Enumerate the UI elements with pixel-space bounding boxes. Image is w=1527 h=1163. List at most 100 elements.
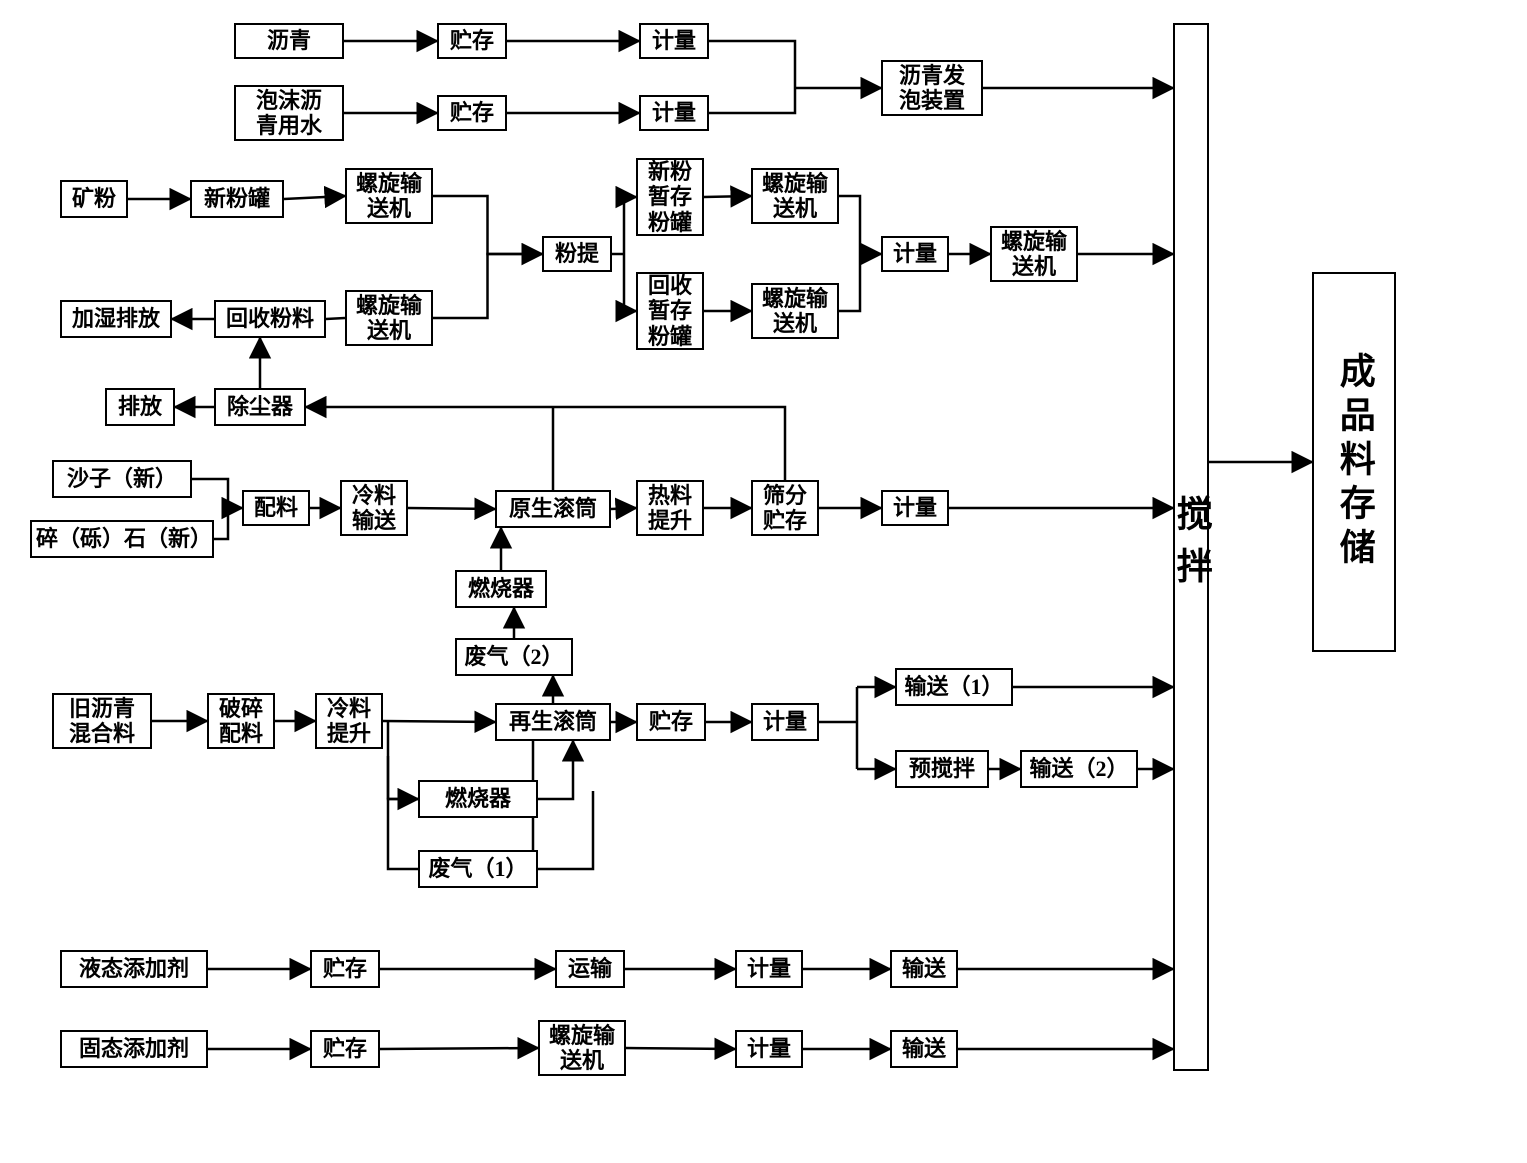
node-huishou-fen: 回收粉料 bbox=[214, 300, 326, 338]
node-label-fenti: 粉提 bbox=[555, 241, 599, 266]
node-reliao-ts: 热料提升 bbox=[636, 480, 704, 536]
node-label-shazi: 沙子（新） bbox=[67, 466, 177, 491]
node-label-jiashi: 加湿排放 bbox=[72, 306, 160, 331]
node-suishi: 碎（砾）石（新） bbox=[30, 520, 214, 558]
node-label-luoxuan-xf: 螺旋输送机 bbox=[762, 171, 828, 222]
node-label-ss1: 输送（1） bbox=[904, 674, 1003, 699]
node-zx-gt: 贮存 bbox=[310, 1030, 380, 1068]
node-luoxuan2: 螺旋输送机 bbox=[345, 290, 433, 346]
node-label-xinfenguan: 新粉罐 bbox=[204, 186, 270, 211]
node-zx1: 贮存 bbox=[437, 23, 507, 59]
node-zx2: 贮存 bbox=[437, 95, 507, 131]
node-jiu-liqing: 旧沥青混合料 bbox=[52, 693, 152, 749]
node-zaisheng: 再生滚筒 bbox=[495, 703, 611, 741]
node-yujiaoban: 预搅拌 bbox=[895, 750, 989, 788]
node-jl-zs: 计量 bbox=[751, 703, 819, 741]
node-label-huishou-fen: 回收粉料 bbox=[226, 306, 314, 331]
node-label-zaisheng: 再生滚筒 bbox=[509, 709, 597, 734]
node-label-jl-gt: 计量 bbox=[747, 1036, 791, 1061]
node-label-gutai: 固态添加剂 bbox=[79, 1036, 189, 1061]
node-label-ss-yt: 输送 bbox=[902, 956, 946, 981]
node-label-chuchenqi: 除尘器 bbox=[227, 394, 293, 419]
node-shazi: 沙子（新） bbox=[52, 460, 192, 498]
node-label-lengliao-ts: 冷料提升 bbox=[327, 696, 371, 747]
node-kuangfen: 矿粉 bbox=[60, 180, 128, 218]
node-label-jl2: 计量 bbox=[652, 100, 696, 125]
node-ranshao1: 燃烧器 bbox=[455, 570, 547, 608]
node-gutai: 固态添加剂 bbox=[60, 1030, 208, 1068]
node-label-feiqi1: 废气（1） bbox=[428, 856, 527, 881]
node-luoxuan-out: 螺旋输送机 bbox=[990, 226, 1078, 282]
node-label-jl-yt: 计量 bbox=[747, 956, 791, 981]
node-label-luoxuan1: 螺旋输送机 bbox=[356, 171, 422, 222]
node-zx-zs: 贮存 bbox=[636, 703, 706, 741]
node-paifang: 排放 bbox=[105, 388, 175, 426]
node-label-lengliao-ss: 冷料输送 bbox=[352, 483, 396, 534]
node-xinfen-zan: 新粉暂存粉罐 bbox=[636, 158, 704, 236]
node-zx-yt: 贮存 bbox=[310, 950, 380, 988]
node-chengpin: 成品料存储 bbox=[1312, 272, 1396, 652]
node-label-suishi: 碎（砾）石（新） bbox=[36, 526, 208, 551]
node-jl2: 计量 bbox=[639, 95, 709, 131]
node-label-reliao-ts: 热料提升 bbox=[648, 483, 692, 534]
node-luoxuan-xf: 螺旋输送机 bbox=[751, 168, 839, 224]
node-label-jl-fen: 计量 bbox=[893, 241, 937, 266]
node-label-liqing: 沥青 bbox=[267, 28, 311, 53]
node-label-foam-water: 泡沫沥青用水 bbox=[256, 88, 322, 139]
node-label-yujiaoban: 预搅拌 bbox=[909, 756, 975, 781]
node-label-zx-yt: 贮存 bbox=[323, 956, 367, 981]
node-xinfenguan: 新粉罐 bbox=[190, 180, 284, 218]
node-label-luoxuan2: 螺旋输送机 bbox=[356, 293, 422, 344]
node-fenti: 粉提 bbox=[542, 236, 612, 272]
node-label-zx-zs: 贮存 bbox=[649, 709, 693, 734]
node-lengliao-ss: 冷料输送 bbox=[340, 480, 408, 536]
node-luoxuan-hs: 螺旋输送机 bbox=[751, 283, 839, 339]
node-label-peiliao: 配料 bbox=[254, 495, 298, 520]
node-ss-yt: 输送 bbox=[890, 950, 958, 988]
node-label-posui: 破碎配料 bbox=[219, 696, 263, 747]
node-label-jiu-liqing: 旧沥青混合料 bbox=[69, 696, 135, 747]
node-huishou-zan: 回收暂存粉罐 bbox=[636, 272, 704, 350]
node-ss1: 输送（1） bbox=[895, 668, 1013, 706]
node-label-shaifen-zc: 筛分贮存 bbox=[763, 483, 807, 534]
node-lengliao-ts: 冷料提升 bbox=[315, 693, 383, 749]
node-label-feiqi2: 废气（2） bbox=[464, 644, 563, 669]
node-shaifen-zc: 筛分贮存 bbox=[751, 480, 819, 536]
node-label-yetai: 液态添加剂 bbox=[79, 956, 189, 981]
node-label-ss2: 输送（2） bbox=[1029, 756, 1128, 781]
node-posui: 破碎配料 bbox=[207, 693, 275, 749]
node-yetai: 液态添加剂 bbox=[60, 950, 208, 988]
node-label-jl1: 计量 bbox=[652, 28, 696, 53]
node-label-huishou-zan: 回收暂存粉罐 bbox=[648, 273, 692, 349]
node-label-luoxuan-gt: 螺旋输送机 bbox=[549, 1023, 615, 1074]
node-chuchenqi: 除尘器 bbox=[214, 388, 306, 426]
node-label-yuansheng: 原生滚筒 bbox=[509, 496, 597, 521]
node-jl-gt: 计量 bbox=[735, 1030, 803, 1068]
node-feiqi2: 废气（2） bbox=[455, 638, 573, 676]
node-jiaoban: 搅拌 bbox=[1173, 23, 1209, 1071]
node-jl-yt: 计量 bbox=[735, 950, 803, 988]
node-yuansheng: 原生滚筒 bbox=[495, 490, 611, 528]
node-label-jl-zs: 计量 bbox=[763, 709, 807, 734]
node-label-zx1: 贮存 bbox=[450, 28, 494, 53]
node-jl1: 计量 bbox=[639, 23, 709, 59]
node-peiliao: 配料 bbox=[242, 490, 310, 526]
node-label-ranshao1: 燃烧器 bbox=[468, 576, 534, 601]
node-foam-dev: 沥青发泡装置 bbox=[881, 60, 983, 116]
node-label-zx2: 贮存 bbox=[450, 100, 494, 125]
node-label-luoxuan-hs: 螺旋输送机 bbox=[762, 286, 828, 337]
node-ss2: 输送（2） bbox=[1020, 750, 1138, 788]
node-label-jiaoban: 搅拌 bbox=[1170, 495, 1211, 599]
node-ranshao2: 燃烧器 bbox=[418, 780, 538, 818]
node-label-jl-xin: 计量 bbox=[893, 495, 937, 520]
node-label-ss-gt: 输送 bbox=[902, 1036, 946, 1061]
node-ys-yt: 运输 bbox=[555, 950, 625, 988]
node-label-foam-dev: 沥青发泡装置 bbox=[899, 63, 965, 114]
node-jl-xin: 计量 bbox=[881, 490, 949, 526]
node-feiqi1: 废气（1） bbox=[418, 850, 538, 888]
node-liqing: 沥青 bbox=[234, 23, 344, 59]
node-label-paifang: 排放 bbox=[118, 394, 162, 419]
node-label-ys-yt: 运输 bbox=[568, 956, 612, 981]
node-luoxuan1: 螺旋输送机 bbox=[345, 168, 433, 224]
node-label-luoxuan-out: 螺旋输送机 bbox=[1001, 229, 1067, 280]
